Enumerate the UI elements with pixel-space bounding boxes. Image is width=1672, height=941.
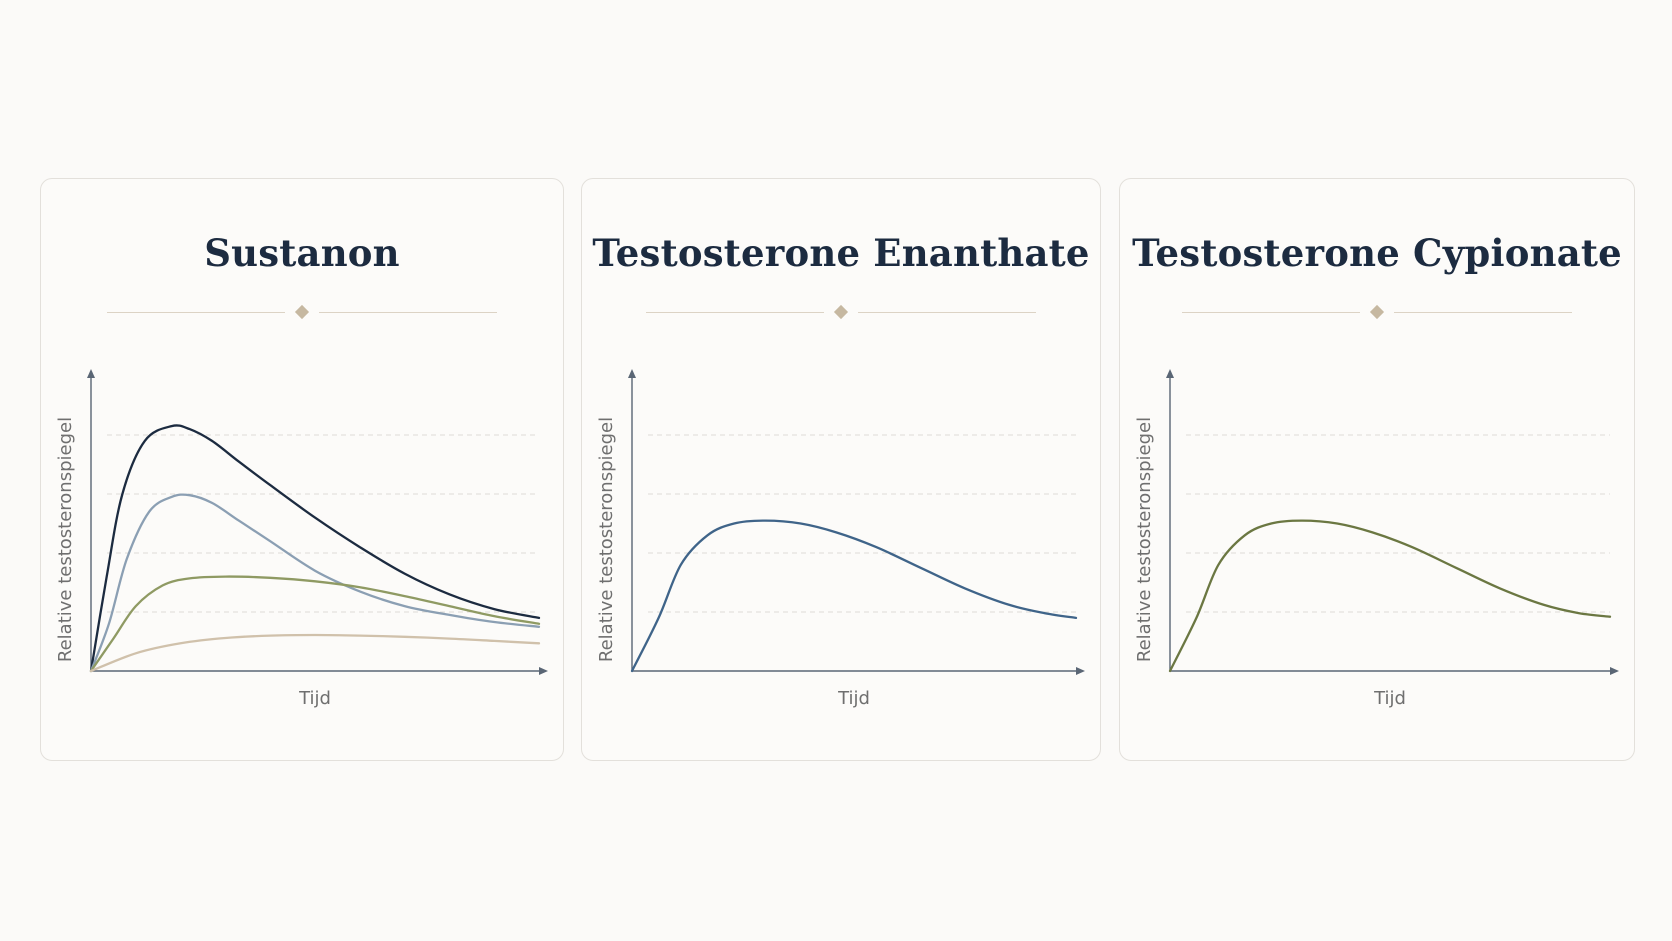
y-axis-label: Relative testosteronspiegel xyxy=(55,417,76,662)
series-line-1 xyxy=(1168,519,1612,673)
chart-title: Testosterone Cypionate xyxy=(1132,231,1622,275)
y-axis-arrow-icon xyxy=(87,369,95,378)
chart-title: Sustanon xyxy=(204,231,400,275)
line-chart: Tijd Relative testosteronspiegel xyxy=(55,369,548,709)
y-axis-label: Relative testosteronspiegel xyxy=(596,417,617,662)
y-axis-arrow-icon xyxy=(628,369,636,378)
divider-line-right xyxy=(858,312,1036,313)
x-axis-label: Tijd xyxy=(298,688,331,709)
series-line-1 xyxy=(89,424,541,673)
chart-card-sustanon: Sustanon Tijd Relative testosteronspiegel xyxy=(40,178,564,761)
divider-line-left xyxy=(107,312,285,313)
series-line-3 xyxy=(89,575,541,673)
x-axis-arrow-icon xyxy=(539,667,548,675)
line-chart: Tijd Relative testosteronspiegel xyxy=(596,369,1085,709)
chart-title: Testosterone Enanthate xyxy=(592,231,1090,275)
x-axis-label: Tijd xyxy=(837,688,870,709)
divider-line-right xyxy=(1394,312,1572,313)
y-axis-arrow-icon xyxy=(1166,369,1174,378)
title-divider xyxy=(1182,304,1572,320)
x-axis-arrow-icon xyxy=(1076,667,1085,675)
x-axis-label: Tijd xyxy=(1373,688,1406,709)
line-chart: Tijd Relative testosteronspiegel xyxy=(1134,369,1619,709)
title-divider xyxy=(646,304,1036,320)
y-axis-label: Relative testosteronspiegel xyxy=(1134,417,1155,662)
x-axis-arrow-icon xyxy=(1610,667,1619,675)
series-line-4 xyxy=(89,633,541,673)
series-line-1 xyxy=(630,519,1078,673)
series-line-2 xyxy=(89,493,541,673)
chart-card-enanthate: Testosterone Enanthate Tijd Relative test… xyxy=(581,178,1101,761)
divider-line-right xyxy=(319,312,497,313)
divider-line-left xyxy=(1182,312,1360,313)
chart-card-cypionate: Testosterone Cypionate Tijd Relative test… xyxy=(1119,178,1635,761)
title-divider xyxy=(107,304,497,320)
divider-line-left xyxy=(646,312,824,313)
